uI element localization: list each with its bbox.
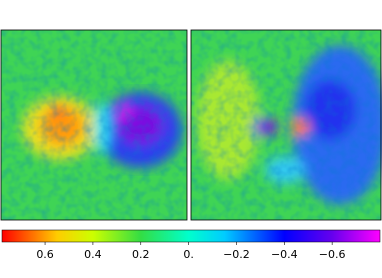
right-panel (190, 29, 382, 221)
colorbar-tick-label: −0.6 (319, 248, 346, 261)
colorbar-tick-label: 0.6 (36, 248, 54, 261)
colorbar-tick-label: −0.2 (223, 248, 250, 261)
left-panel (0, 29, 188, 221)
colorbar-tick-label: −0.4 (271, 248, 298, 261)
colorbar-tick-label: 0. (183, 248, 194, 261)
colorbar-tick-label: 0.4 (84, 248, 102, 261)
colorbar (1, 229, 381, 243)
colorbar-tick-label: 0.2 (132, 248, 150, 261)
